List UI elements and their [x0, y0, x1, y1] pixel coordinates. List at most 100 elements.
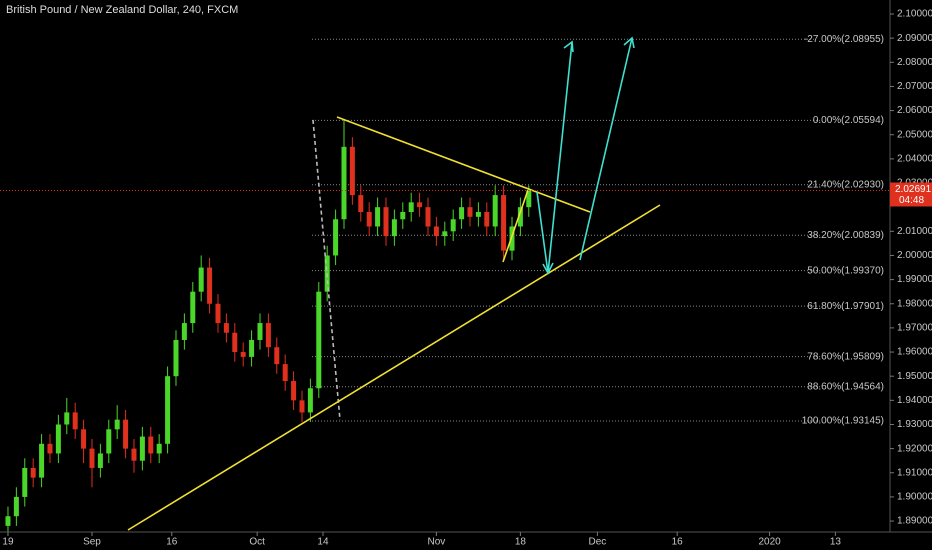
candle-body	[526, 190, 532, 208]
candle-body	[517, 207, 523, 227]
fib-label: -27.00%(2.08955)	[804, 34, 884, 45]
fib-label: 38.20%(2.00839)	[807, 230, 884, 241]
candle-body	[13, 496, 19, 517]
y-tick-label: 2.10000	[897, 9, 932, 20]
candle-body	[114, 419, 120, 430]
candle-body	[375, 207, 381, 227]
fib-label: 0.00%(2.05594)	[813, 115, 884, 126]
candle-body	[366, 212, 372, 227]
arrow-head	[542, 262, 554, 275]
x-tick-label: Oct	[249, 537, 265, 548]
x-tick-label: 18	[515, 537, 527, 548]
y-tick-label: 2.07000	[897, 81, 932, 92]
candle-body	[5, 516, 11, 526]
y-tick-label: 1.97000	[897, 323, 932, 334]
current-price-label: 2.02691	[895, 184, 932, 195]
chart-title: British Pound / New Zealand Dollar, 240,…	[6, 4, 238, 16]
x-tick-label: 16	[672, 537, 684, 548]
y-tick-label: 2.08000	[897, 57, 932, 68]
candle-body	[72, 412, 78, 430]
countdown-label: 04:48	[899, 195, 924, 206]
candle-body	[467, 207, 473, 217]
candle-body	[442, 231, 448, 237]
fib-label: 21.40%(2.02930)	[807, 179, 884, 190]
x-tick-label: 14	[317, 537, 329, 548]
candle-body	[47, 443, 53, 454]
candle-body	[282, 364, 288, 382]
fib-label: 88.60%(1.94564)	[807, 381, 884, 392]
y-tick-label: 1.96000	[897, 347, 932, 358]
candle-body	[64, 412, 70, 425]
fib-trend-line	[312, 119, 341, 421]
candle-body	[173, 339, 179, 377]
candle-body	[165, 376, 171, 444]
candle-body	[450, 219, 456, 232]
y-tick-label: 2.05000	[897, 129, 932, 140]
candle-body	[299, 400, 305, 413]
x-tick-label: Dec	[588, 537, 606, 548]
y-tick-label: 2.01000	[897, 226, 932, 237]
candle-body	[249, 339, 255, 357]
candle-body	[97, 453, 103, 468]
drawings	[127, 36, 661, 531]
y-tick-label: 2.09000	[897, 33, 932, 44]
candle-body	[55, 424, 61, 454]
candle-body	[433, 226, 439, 237]
candle-body	[123, 419, 129, 449]
candle-body	[198, 267, 204, 292]
candle-body	[89, 448, 95, 468]
support-trendline	[127, 204, 661, 531]
y-tick-label: 1.95000	[897, 371, 932, 382]
fib-label: 61.80%(1.97901)	[807, 301, 884, 312]
candle-body	[358, 195, 364, 212]
y-tick-label: 1.91000	[897, 467, 932, 478]
candle-body	[349, 146, 355, 196]
y-tick-label: 2.00000	[897, 250, 932, 261]
candle-body	[148, 436, 154, 454]
candle-body	[265, 323, 271, 348]
arrow-head	[623, 36, 635, 49]
y-tick-label: 1.92000	[897, 443, 932, 454]
candle-body	[223, 323, 229, 333]
candle-body	[391, 219, 397, 237]
candle-body	[207, 267, 213, 304]
x-tick-label: 13	[830, 537, 842, 548]
candle-body	[425, 207, 431, 227]
candle-body	[30, 467, 36, 478]
candle-body	[408, 202, 414, 212]
y-tick-label: 1.90000	[897, 492, 932, 503]
candle-body	[215, 303, 221, 324]
candle-body	[509, 226, 515, 251]
candle-body	[39, 443, 45, 478]
fib-label: 50.00%(1.99370)	[807, 265, 884, 276]
x-tick-label: 2020	[758, 537, 781, 548]
candle-body	[139, 436, 145, 461]
candle-body	[316, 291, 322, 389]
candle-body	[190, 291, 196, 324]
fib-label: 100.00%(1.93145)	[802, 416, 884, 427]
x-tick-label: 16	[166, 537, 178, 548]
candle-body	[181, 323, 187, 340]
candle-body	[106, 429, 112, 454]
candle-body	[240, 352, 246, 357]
candle-body	[131, 448, 137, 461]
candle-body	[232, 332, 238, 353]
arrow-head	[563, 40, 574, 53]
resistance-trendline	[336, 116, 591, 213]
candle-body	[333, 219, 339, 256]
candle-body	[274, 347, 280, 365]
y-tick-label: 1.93000	[897, 419, 932, 430]
candle-body	[341, 146, 347, 220]
x-tick-label: 19	[2, 537, 14, 548]
candle-body	[417, 202, 423, 208]
projection-arrow	[579, 37, 633, 261]
candle-body	[22, 467, 28, 497]
y-tick-label: 1.98000	[897, 298, 932, 309]
candle-body	[156, 443, 162, 454]
y-tick-label: 1.94000	[897, 395, 932, 406]
y-tick-label: 2.06000	[897, 105, 932, 116]
candle-body	[492, 195, 498, 227]
y-tick-label: 1.99000	[897, 274, 932, 285]
candle-body	[475, 212, 481, 217]
